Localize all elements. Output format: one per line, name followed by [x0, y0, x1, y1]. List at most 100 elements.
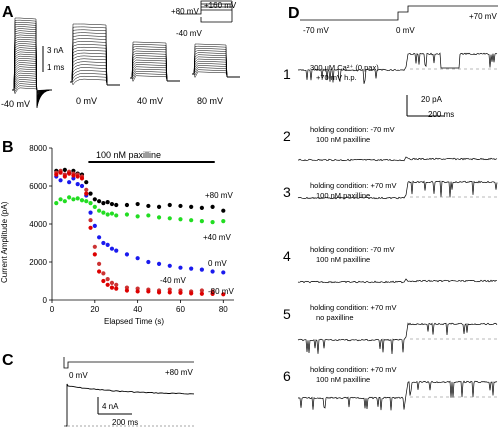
panel-a: A +80 mV +160 mV -40 mV 3 nA 1 ms -40 mV…	[1, 0, 240, 109]
panel-b-data-point	[62, 167, 67, 172]
panel-a-current-trace	[192, 43, 240, 78]
panel-b-data-point	[88, 201, 93, 206]
panel-b-data-point	[199, 288, 204, 293]
panel-b-data-point	[146, 289, 151, 294]
panel-b-data-point	[105, 200, 110, 205]
panel-b-data-point	[88, 191, 93, 196]
panel-b-x-tick-label: 60	[176, 305, 185, 314]
panel-a-letter: A	[2, 4, 14, 21]
panel-a-current-trace	[192, 65, 240, 78]
panel-b-data-point	[109, 285, 115, 290]
panel-d-row-drug: 100 nM paxilline	[316, 135, 370, 144]
panel-b-data-point	[210, 291, 215, 297]
panel-b-data-point	[189, 266, 194, 271]
panel-b-data-point	[92, 244, 97, 249]
panel-b-y-tick-label: 4000	[29, 220, 47, 229]
panel-b-data-point	[146, 259, 151, 265]
panel-b-data-point	[97, 235, 102, 240]
panel-a-current-trace	[130, 57, 180, 82]
panel-a-current-trace	[192, 69, 240, 78]
panel-b-x-tick-label: 20	[90, 305, 99, 314]
panel-b-data-point	[67, 180, 72, 185]
panel-a-trace-family	[130, 41, 180, 83]
panel-b-data-point	[88, 210, 93, 215]
panel-a-current-trace	[12, 38, 53, 103]
panel-b-data-point	[71, 197, 76, 202]
panel-b-data-point	[124, 212, 130, 217]
panel-b-data-point	[101, 201, 106, 206]
panel-b-series	[54, 170, 226, 297]
panel-d-record-row: 1 300 µM Ca²⁺ (0 pax)+70 mV h.p.	[283, 52, 498, 84]
panel-d-row-drug: +70 mV h.p.	[316, 73, 357, 82]
panel-a-current-trace	[192, 71, 240, 79]
panel-a-current-trace	[12, 49, 53, 101]
panel-b-data-point	[124, 288, 130, 293]
panel-b-data-point	[67, 195, 72, 200]
panel-d-channel-trace	[297, 52, 498, 84]
panel-b-data-point	[79, 183, 85, 189]
panel-a-trace-family	[192, 43, 240, 79]
panel-b-data-point	[199, 205, 204, 210]
panel-b-data-point	[210, 269, 215, 274]
panel-d-protocol-mid: 0 mV	[396, 26, 415, 35]
panel-b-data-point	[167, 263, 172, 268]
panel-b-series	[54, 168, 215, 294]
panel-b-data-point	[101, 210, 106, 215]
panel-b-data-point	[189, 218, 194, 223]
panel-b-series-label-2: +40 mV	[203, 233, 231, 242]
panel-b-data-point	[109, 201, 115, 207]
panel-b-data-point	[135, 256, 140, 261]
panel-b-data-point	[221, 292, 226, 297]
panel-a-scale-current: 3 nA	[47, 46, 64, 55]
panel-b-data-point	[189, 204, 194, 209]
panel-a-current-trace	[12, 26, 53, 106]
panel-b-data-point	[84, 187, 89, 192]
panel-b-data-point	[88, 225, 93, 230]
panel-b-data-point	[75, 182, 80, 187]
panel-b-data-point	[167, 290, 172, 295]
panel-a-voltage-4: 80 mV	[197, 96, 223, 106]
panel-d-channel-trace	[298, 156, 498, 162]
panel-a-current-trace	[12, 45, 53, 102]
panel-b-data-point	[221, 270, 226, 275]
panel-b-x-tick-label: 80	[219, 305, 228, 314]
panel-a-current-trace	[130, 73, 180, 82]
panel-a-voltage-1: -40 mV	[1, 99, 30, 109]
panel-b-data-point	[79, 198, 85, 203]
panel-a-current-trace	[12, 21, 53, 107]
panel-b-x-tick-label: 0	[50, 305, 55, 314]
panel-a-protocol-top: +160 mV	[204, 1, 237, 10]
panel-d-channel-trace	[297, 180, 498, 200]
panel-b-data-point	[84, 199, 89, 204]
panel-a-trace-family	[12, 17, 53, 109]
panel-d-channel-trace	[297, 322, 498, 355]
panel-a-current-trace	[70, 64, 120, 86]
panel-b-data-point	[62, 199, 67, 204]
panel-a-traces	[12, 17, 240, 109]
panel-b-data-point	[109, 280, 115, 285]
panel-b-x-tick-label: 40	[133, 305, 142, 314]
panel-b-data-point	[97, 261, 102, 266]
panel-d-rows: 1 300 µM Ca²⁺ (0 pax)+70 mV h.p. 2 holding …	[283, 52, 498, 411]
panel-b-series-label-4: -40 mV	[160, 276, 186, 285]
panel-c: C 0 mV +80 mV 4 nA 200 ms	[2, 352, 195, 427]
panel-a-current-trace	[130, 52, 180, 82]
panel-a-current-trace	[12, 36, 53, 104]
panel-a-voltage-3: 40 mV	[137, 96, 163, 106]
panel-b-data-point	[178, 203, 183, 209]
panel-b-data-point	[109, 211, 115, 216]
panel-a-current-trace	[130, 59, 180, 82]
panel-a-current-trace	[70, 75, 120, 86]
panel-b-y-tick-label: 8000	[29, 144, 47, 153]
panel-c-scale-time: 200 ms	[112, 418, 138, 427]
panel-b-data-point	[199, 267, 204, 272]
panel-a-current-trace	[70, 23, 120, 86]
panel-d-row-condition: holding condition: +70 mV	[310, 365, 397, 374]
panel-b-data-point	[135, 289, 140, 294]
panel-b-data-point	[88, 218, 93, 223]
panel-b-data-point	[178, 217, 183, 222]
panel-b-data-point	[156, 204, 162, 209]
panel-b-data-point	[92, 223, 97, 228]
